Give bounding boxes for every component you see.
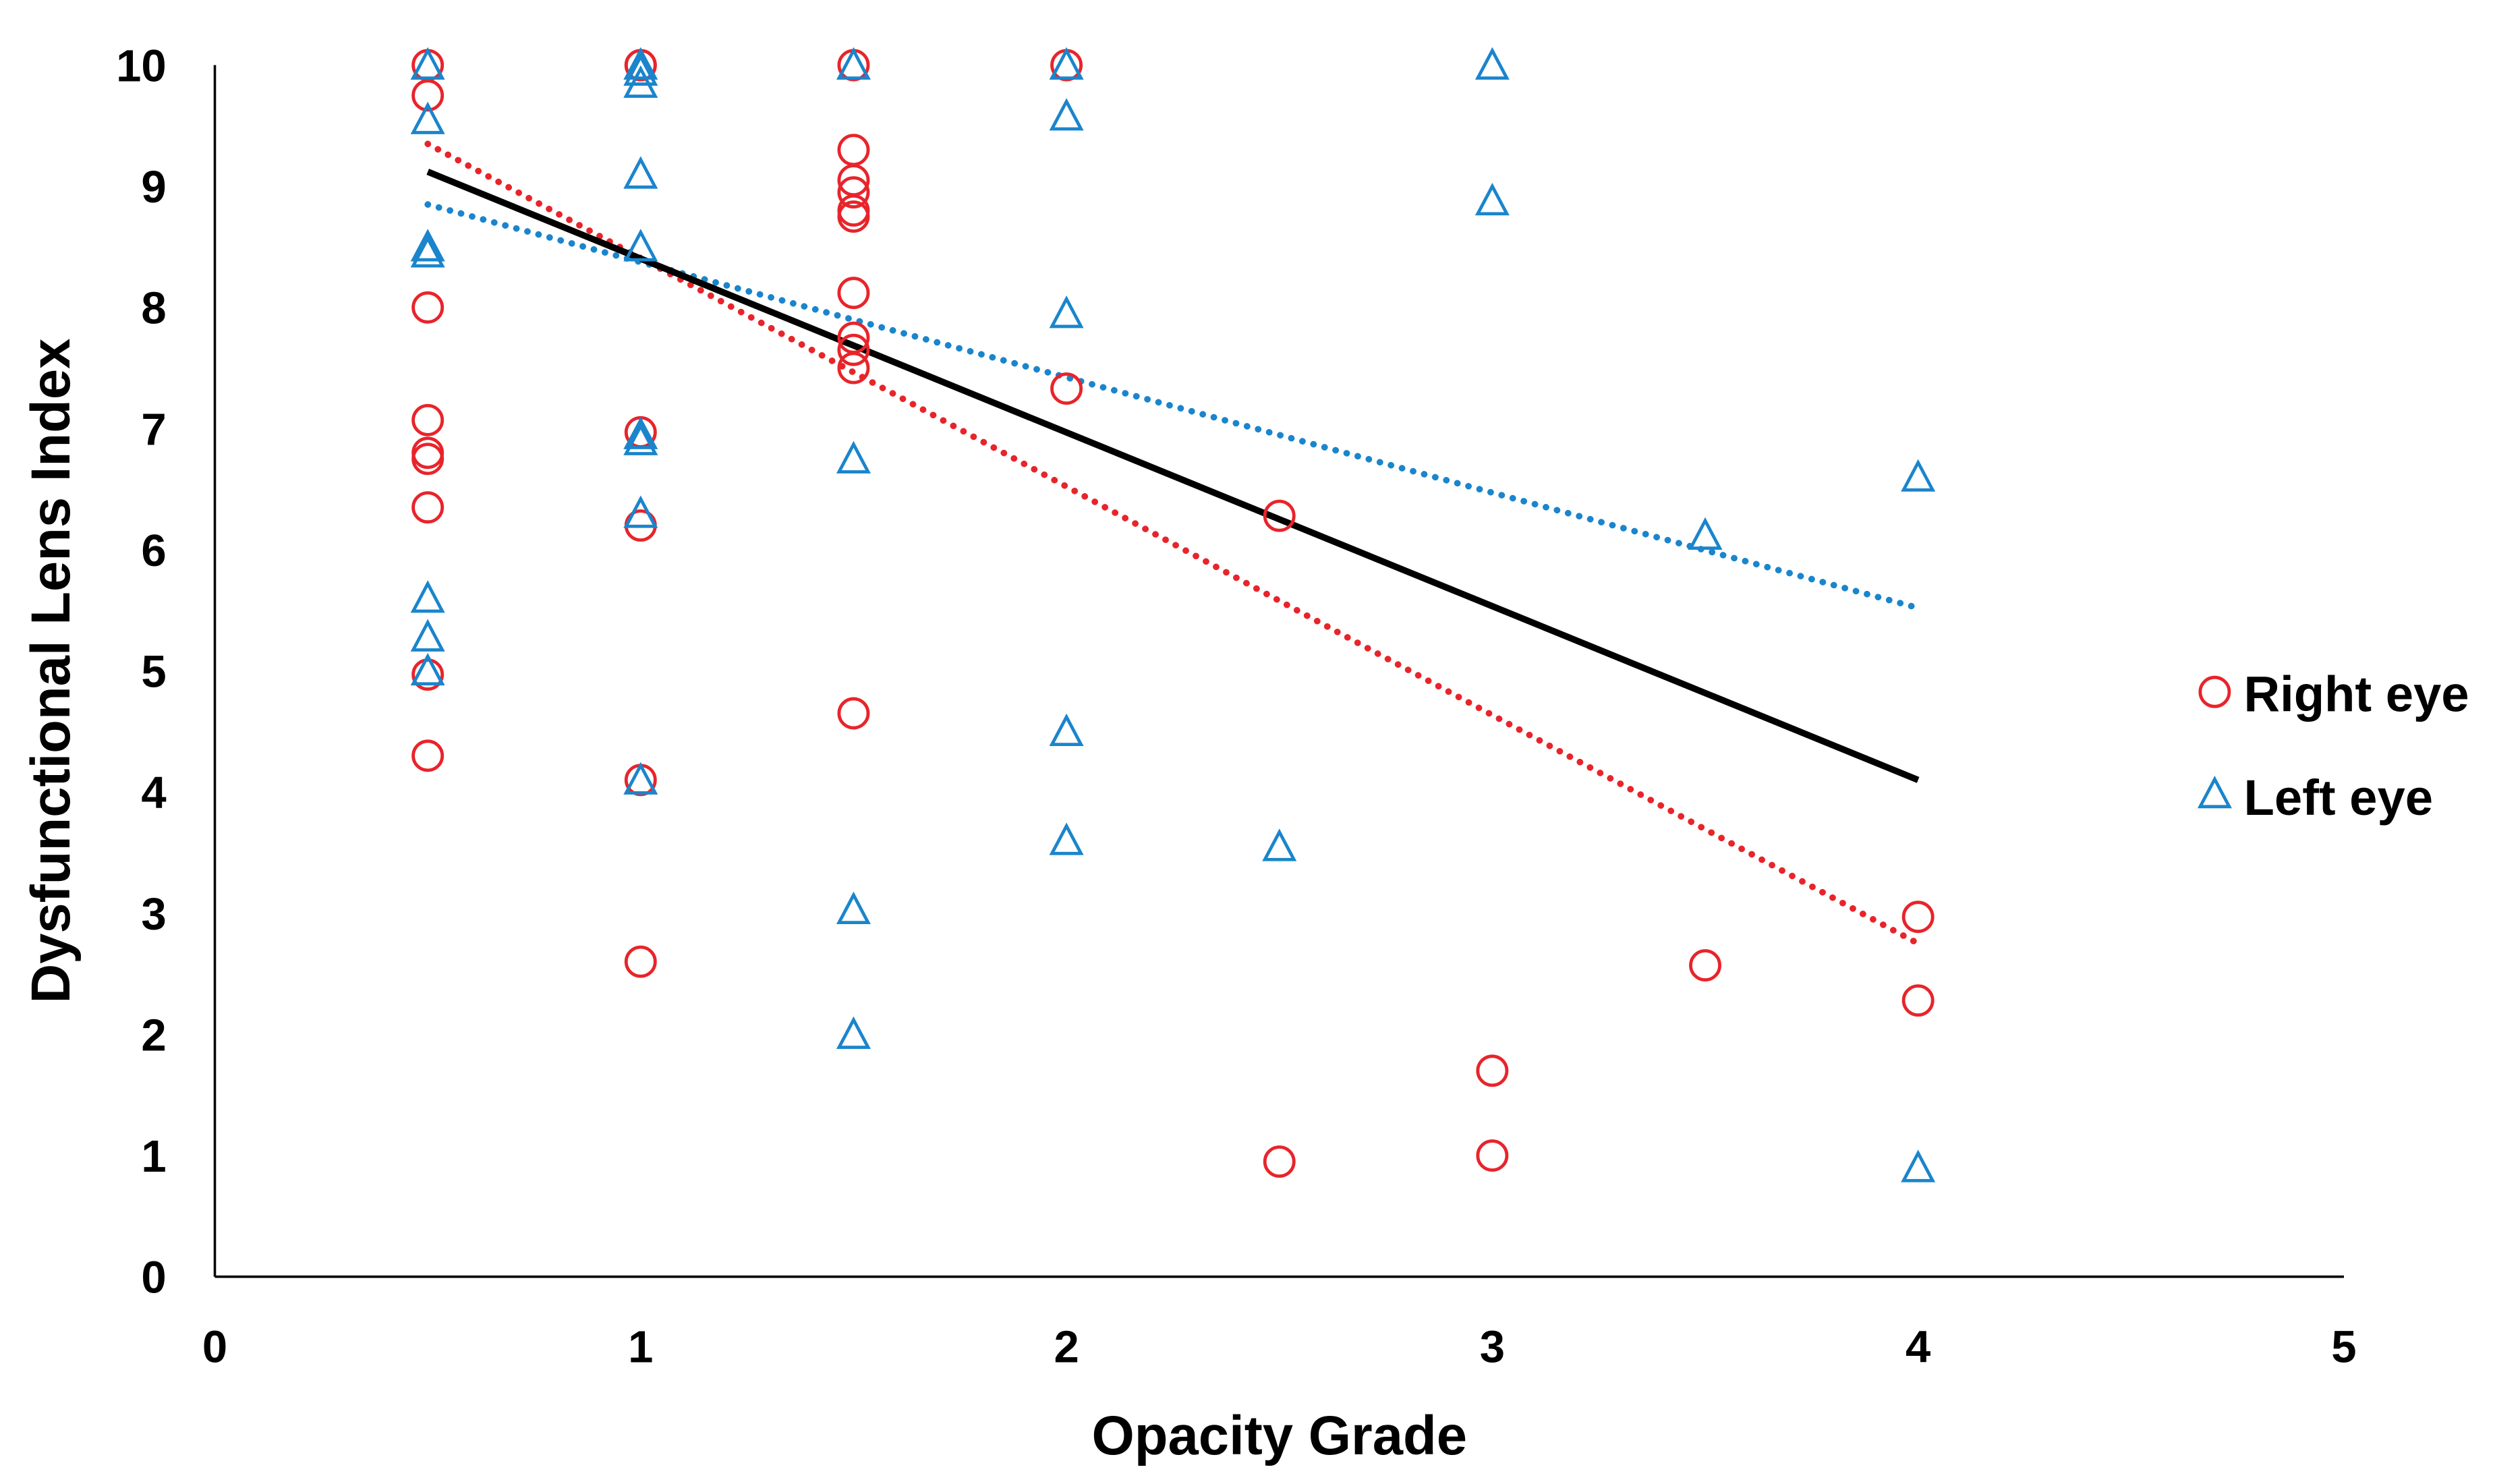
- point-right-eye: [1901, 984, 1935, 1017]
- point-right-eye: [411, 436, 445, 469]
- y-tick-label: 1: [141, 1131, 166, 1182]
- point-right-eye: [837, 49, 870, 82]
- point-left-eye: [1049, 98, 1084, 131]
- y-tick-label: 7: [141, 404, 166, 455]
- point-right-eye: [837, 697, 870, 730]
- point-left-eye: [623, 47, 658, 80]
- trendline-left-eye: [424, 201, 1922, 612]
- point-right-eye: [837, 134, 870, 167]
- point-right-eye: [411, 658, 445, 691]
- legend-marker-left-eye: [2197, 775, 2232, 809]
- point-left-eye: [1049, 47, 1084, 80]
- y-tick-label: 5: [141, 647, 166, 697]
- legend-marker-right-eye: [2198, 675, 2231, 708]
- point-left-eye: [1262, 828, 1297, 861]
- legend-label-right-eye: Right eye: [2243, 666, 2469, 722]
- point-left-eye: [410, 235, 445, 268]
- point-left-eye: [1049, 295, 1084, 329]
- point-left-eye: [1688, 517, 1723, 550]
- point-left-eye: [623, 53, 658, 86]
- point-left-eye: [836, 1016, 871, 1050]
- point-right-eye: [411, 443, 445, 476]
- trendlines: [424, 140, 1922, 947]
- axes: [213, 65, 2344, 1278]
- y-tick-label: 4: [141, 768, 166, 818]
- point-left-eye: [623, 495, 658, 528]
- point-right-eye: [1263, 499, 1296, 532]
- point-left-eye: [410, 229, 445, 262]
- point-right-eye: [1689, 949, 1721, 982]
- point-right-eye: [1476, 1054, 1509, 1087]
- point-right-eye: [411, 291, 445, 324]
- point-left-eye: [836, 440, 871, 474]
- point-left-eye: [410, 619, 445, 652]
- legend: Right eye Left eye: [2197, 666, 2469, 826]
- point-left-eye: [410, 652, 445, 686]
- point-right-eye: [837, 277, 870, 310]
- legend-label-left-eye: Left eye: [2243, 770, 2433, 826]
- point-left-eye: [1474, 47, 1510, 80]
- point-left-eye: [1901, 1149, 1936, 1182]
- point-left-eye: [410, 580, 445, 613]
- point-right-eye: [624, 945, 657, 978]
- point-right-eye: [1050, 372, 1083, 405]
- point-right-eye: [411, 79, 445, 112]
- point-left-eye: [410, 101, 445, 134]
- point-right-eye: [837, 333, 870, 366]
- point-right-eye: [1263, 1145, 1296, 1178]
- point-left-eye: [623, 422, 658, 455]
- y-tick-label: 9: [141, 162, 166, 212]
- point-left-eye: [1049, 713, 1084, 746]
- x-tick-label: 3: [1480, 1322, 1505, 1373]
- point-right-eye: [1050, 49, 1083, 82]
- point-right-eye: [1476, 1139, 1509, 1172]
- point-left-eye: [623, 416, 658, 449]
- y-tick-label: 2: [141, 1010, 166, 1060]
- x-tick-label: 5: [2331, 1322, 2356, 1373]
- trendline-right-eye: [424, 140, 1922, 947]
- point-left-eye: [623, 65, 658, 98]
- data-points: [410, 47, 1936, 1182]
- point-right-eye: [837, 176, 870, 209]
- point-right-eye: [1901, 901, 1935, 934]
- y-tick-label: 6: [141, 525, 166, 576]
- x-tick-label: 2: [1054, 1322, 1079, 1373]
- x-axis-label: Opacity Grade: [1091, 1405, 1467, 1466]
- point-right-eye: [837, 351, 870, 384]
- point-right-eye: [837, 194, 870, 227]
- point-right-eye: [411, 403, 445, 436]
- point-left-eye: [1474, 183, 1510, 216]
- trendline-overall: [426, 169, 1920, 783]
- y-tick-label: 8: [141, 283, 166, 334]
- point-left-eye: [410, 47, 445, 80]
- x-tick-labels: 0 1 2 3 4 5: [202, 1322, 2357, 1373]
- point-right-eye: [624, 764, 657, 797]
- x-tick-label: 4: [1906, 1322, 1930, 1373]
- x-tick-label: 0: [202, 1322, 227, 1373]
- point-left-eye: [1901, 459, 1936, 492]
- point-left-eye: [836, 47, 871, 80]
- point-right-eye: [411, 739, 445, 772]
- y-tick-label: 10: [116, 40, 167, 91]
- y-tick-label: 3: [141, 889, 166, 940]
- point-left-eye: [623, 229, 658, 262]
- point-right-eye: [411, 491, 445, 524]
- point-left-eye: [1049, 822, 1084, 855]
- x-tick-label: 1: [628, 1322, 653, 1373]
- point-left-eye: [836, 891, 871, 925]
- point-right-eye: [837, 200, 870, 233]
- y-axis-label: Dysfunctional Lens Index: [20, 339, 82, 1004]
- point-left-eye: [623, 156, 658, 189]
- point-left-eye: [623, 762, 658, 795]
- y-tick-labels: 0 1 2 3 4 5 6 7 8 9 10: [116, 40, 167, 1303]
- y-tick-label: 0: [141, 1253, 166, 1303]
- point-right-eye: [411, 49, 445, 82]
